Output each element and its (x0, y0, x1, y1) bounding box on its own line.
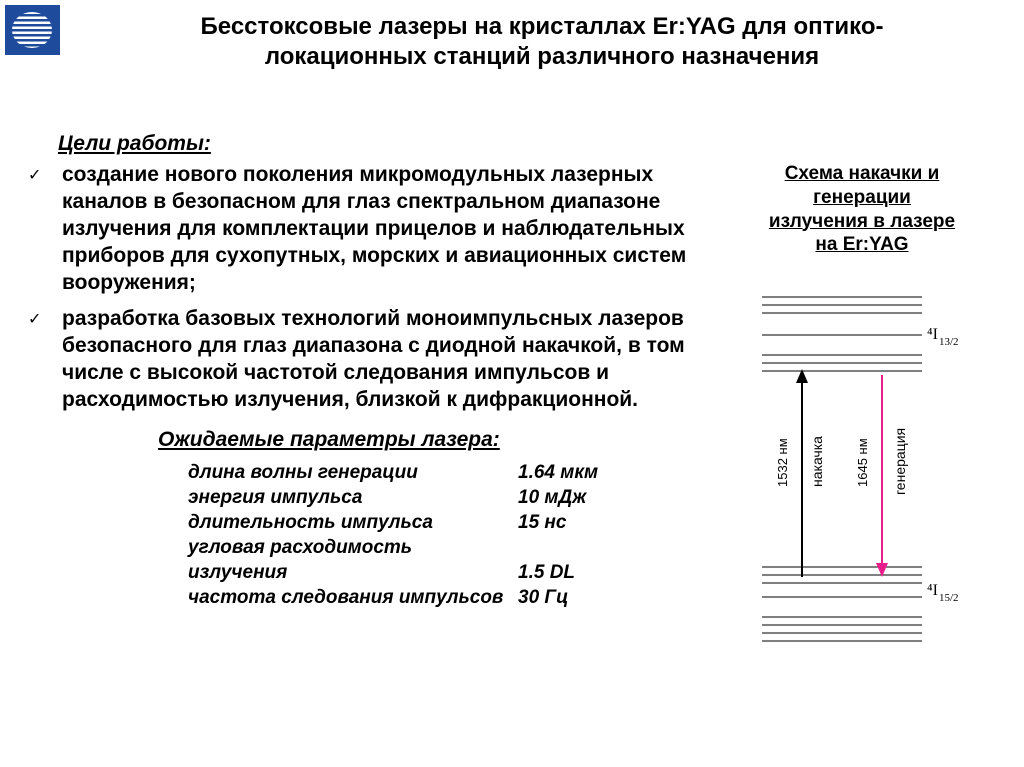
gen-nm: 1645 нм (855, 438, 870, 487)
goals-heading: Цели работы: (58, 132, 710, 156)
param-value: 10 мДж (518, 485, 586, 510)
logo-icon (5, 5, 60, 55)
pump-label: накачка (809, 436, 825, 487)
goal-text: создание нового поколения микромодульных… (62, 162, 710, 296)
page-title: Бесстоксовые лазеры на кристаллах Er:YAG… (0, 0, 1024, 72)
goal-item: ✓ создание нового поколения микромодульн… (32, 162, 710, 296)
param-row: частота следования импульсов 30 Гц (188, 585, 710, 610)
param-label: энергия импульса (188, 485, 518, 510)
upper-level-label: ⁴I (927, 326, 938, 343)
param-label: длина волны генерации (188, 460, 518, 485)
param-row: энергия импульса 10 мДж (188, 485, 710, 510)
lower-level-label: ⁴I (927, 582, 938, 599)
param-label: частота следования импульсов (188, 585, 518, 610)
param-row: длина волны генерации 1.64 мкм (188, 460, 710, 485)
param-value: 1.64 мкм (518, 460, 598, 485)
param-value: 30 Гц (518, 585, 568, 610)
svg-text:13/2: 13/2 (939, 336, 959, 348)
svg-text:15/2: 15/2 (939, 592, 959, 604)
checkmark-icon: ✓ (28, 310, 41, 330)
gen-label: генерация (892, 428, 908, 495)
param-row: угловая расходимостьизлучения 1.5 DL (188, 535, 710, 585)
params-heading: Ожидаемые параметры лазера: (158, 428, 710, 452)
param-label: длительность импульса (188, 510, 518, 535)
goal-item: ✓ разработка базовых технологий моноимпу… (32, 306, 710, 414)
param-label: угловая расходимостьизлучения (188, 535, 518, 585)
checkmark-icon: ✓ (28, 166, 41, 186)
left-column: Цели работы: ✓ создание нового поколения… (20, 132, 720, 647)
param-row: длительность импульса 15 нс (188, 510, 710, 535)
param-value: 15 нс (518, 510, 566, 535)
params-table: длина волны генерации 1.64 мкм энергия и… (188, 460, 710, 610)
scheme-title: Схема накачки и генерации излучения в ла… (767, 162, 957, 257)
right-column: Схема накачки и генерации излучения в ла… (720, 132, 1004, 647)
energy-level-diagram: ⁴I 13/2 ⁴I 15/2 1532 (747, 277, 977, 647)
goal-text: разработка базовых технологий моноимпуль… (62, 306, 710, 414)
pump-nm: 1532 нм (775, 438, 790, 487)
param-value: 1.5 DL (518, 560, 575, 585)
